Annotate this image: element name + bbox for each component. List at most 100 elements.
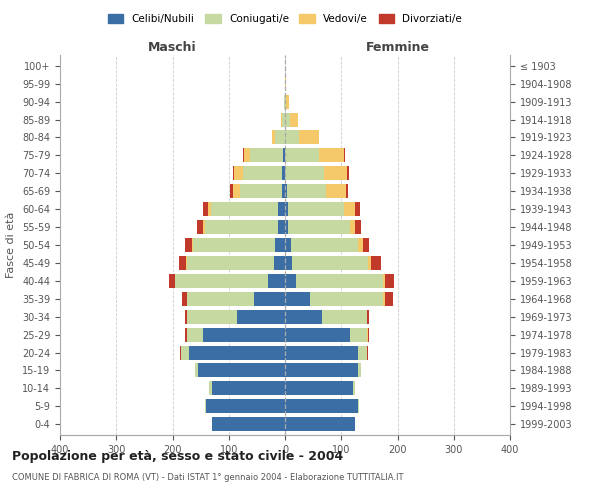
Bar (385, 292, 393, 306)
Bar (198, 364, 285, 378)
Bar (268, 274, 285, 288)
Bar (211, 202, 278, 216)
Bar (350, 328, 367, 342)
Bar (367, 346, 368, 360)
Bar (212, 382, 285, 396)
Bar (285, 148, 319, 162)
Bar (368, 328, 370, 342)
Bar (285, 310, 322, 324)
Bar (181, 346, 190, 360)
Bar (371, 256, 380, 270)
Bar (193, 238, 275, 252)
Text: COMUNE DI FABRICA DI ROMA (VT) - Dati ISTAT 1° gennaio 2004 - Elaborazione TUTTI: COMUNE DI FABRICA DI ROMA (VT) - Dati IS… (12, 472, 404, 482)
Bar (285, 202, 288, 216)
Bar (212, 418, 285, 431)
Bar (282, 166, 285, 180)
Bar (243, 166, 282, 180)
Bar (197, 220, 203, 234)
Bar (240, 184, 282, 198)
Bar (272, 130, 275, 144)
Text: Maschi: Maschi (148, 41, 197, 54)
Bar (286, 94, 289, 108)
Bar (285, 418, 355, 431)
Bar (322, 310, 367, 324)
Bar (285, 94, 286, 108)
Bar (233, 166, 235, 180)
Bar (285, 238, 290, 252)
Bar (350, 220, 355, 234)
Legend: Celibi/Nubili, Coniugati/e, Vedovi/e, Divorziati/e: Celibi/Nubili, Coniugati/e, Vedovi/e, Di… (104, 10, 466, 27)
Bar (285, 130, 299, 144)
Bar (281, 112, 282, 126)
Bar (243, 148, 244, 162)
Bar (185, 310, 187, 324)
Bar (205, 220, 278, 234)
Bar (285, 382, 353, 396)
Bar (285, 364, 358, 378)
Bar (285, 256, 292, 270)
Bar (285, 184, 287, 198)
Bar (310, 292, 383, 306)
Bar (285, 112, 290, 126)
Bar (179, 256, 186, 270)
Y-axis label: Fasce di età: Fasce di età (7, 212, 16, 278)
Bar (175, 274, 268, 288)
Bar (367, 310, 370, 324)
Bar (187, 292, 254, 306)
Bar (355, 202, 360, 216)
Bar (353, 382, 355, 396)
Bar (299, 130, 319, 144)
Bar (285, 76, 286, 90)
Bar (278, 202, 285, 216)
Bar (283, 148, 285, 162)
Bar (275, 238, 285, 252)
Bar (385, 274, 394, 288)
Bar (192, 238, 193, 252)
Bar (208, 202, 211, 216)
Bar (235, 166, 243, 180)
Bar (344, 148, 345, 162)
Bar (383, 274, 385, 288)
Bar (344, 202, 355, 216)
Bar (358, 400, 359, 413)
Bar (285, 220, 288, 234)
Bar (347, 166, 349, 180)
Bar (296, 274, 383, 288)
Bar (282, 112, 285, 126)
Bar (292, 256, 368, 270)
Bar (250, 148, 283, 162)
Bar (383, 292, 385, 306)
Text: Popolazione per età, sesso e stato civile - 2004: Popolazione per età, sesso e stato civil… (12, 450, 343, 463)
Bar (346, 184, 348, 198)
Text: Femmine: Femmine (365, 41, 430, 54)
Bar (190, 346, 285, 360)
Bar (206, 400, 285, 413)
Bar (319, 148, 344, 162)
Bar (288, 202, 344, 216)
Bar (182, 292, 187, 306)
Bar (195, 364, 198, 378)
Bar (287, 184, 326, 198)
Bar (284, 94, 285, 108)
Bar (285, 346, 358, 360)
Bar (275, 130, 285, 144)
Bar (185, 328, 187, 342)
Bar (285, 274, 296, 288)
Bar (203, 202, 208, 216)
Bar (325, 166, 347, 180)
Bar (367, 328, 368, 342)
Bar (230, 184, 233, 198)
Bar (285, 166, 325, 180)
Bar (362, 238, 370, 252)
Bar (282, 184, 285, 198)
Bar (358, 364, 361, 378)
Bar (288, 220, 350, 234)
Bar (326, 184, 346, 198)
Bar (203, 220, 205, 234)
Bar (209, 382, 212, 396)
Bar (285, 292, 310, 306)
Bar (244, 148, 250, 162)
Bar (290, 238, 358, 252)
Bar (274, 256, 285, 270)
Bar (358, 238, 362, 252)
